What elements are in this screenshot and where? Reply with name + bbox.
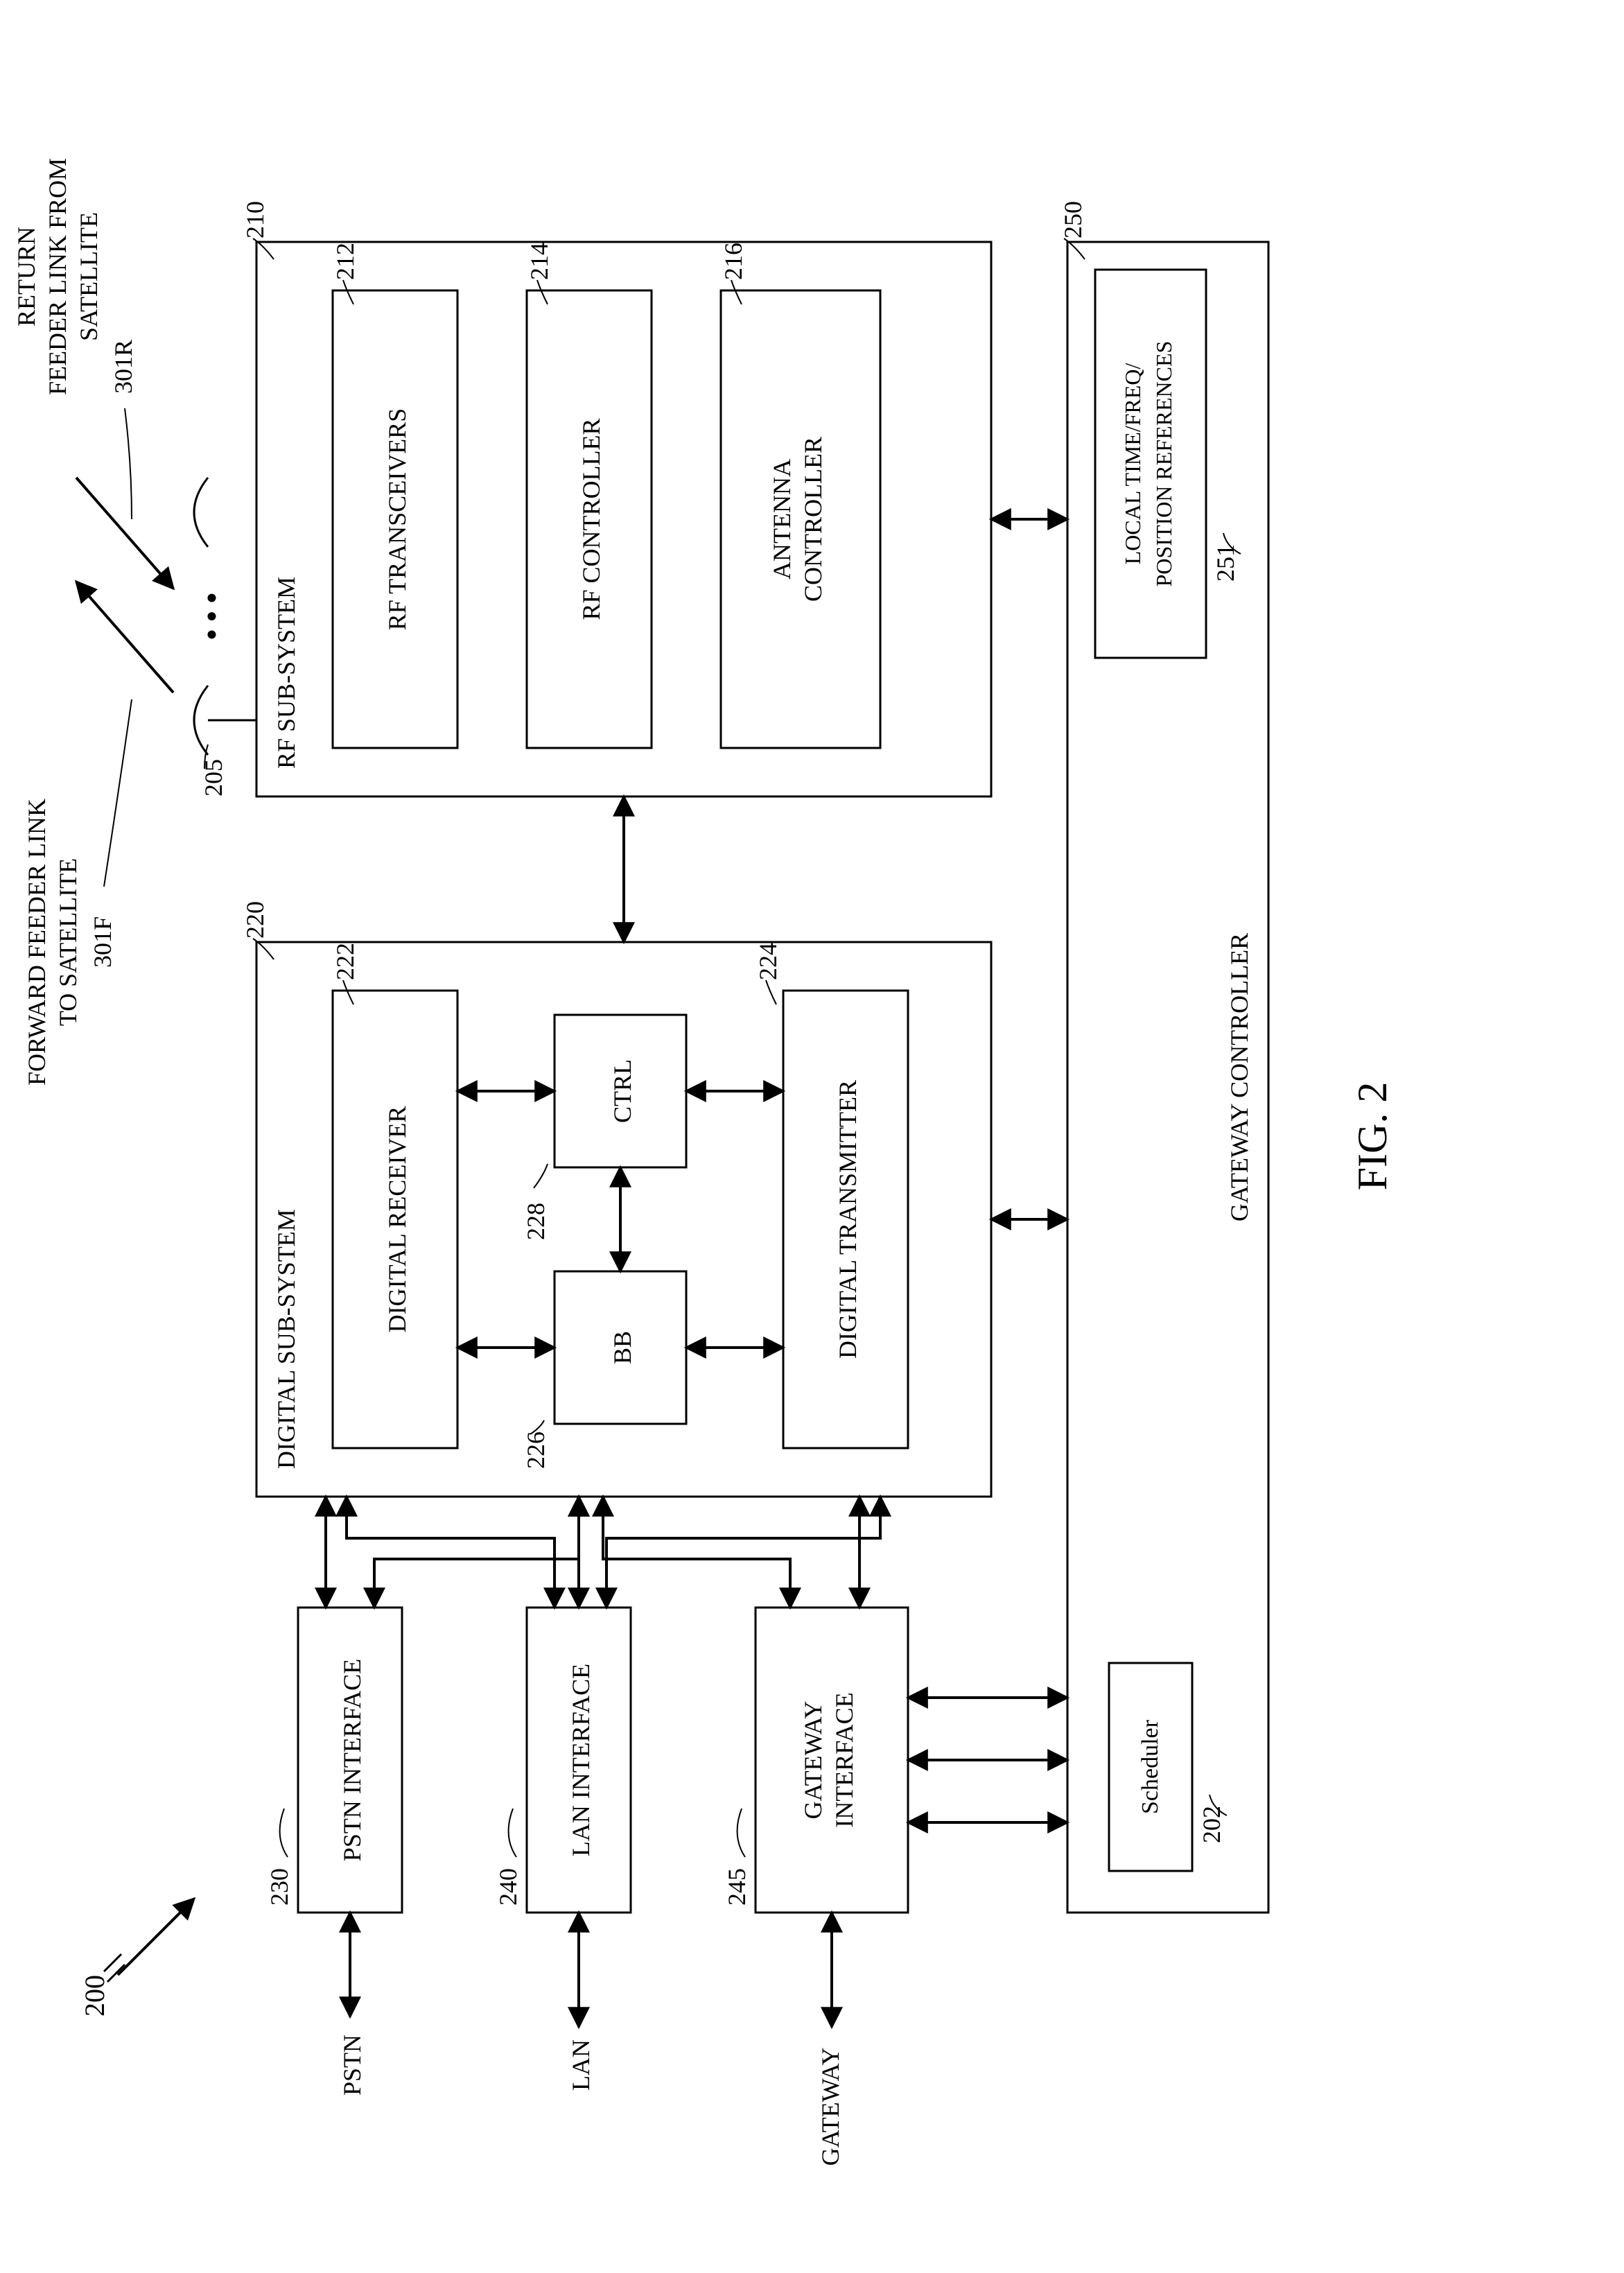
antenna-dots: • • •	[195, 593, 229, 640]
rf-controller-label: RF CONTROLLER	[577, 418, 605, 620]
digital-receiver-label: DIGITAL RECEIVER	[383, 1106, 411, 1333]
gateway-controller-ref: 250	[1059, 201, 1087, 238]
arrow-lan-digital-down	[606, 1497, 880, 1608]
antenna-controller-ref: 216	[719, 243, 747, 280]
pstn-interface-ref: 230	[265, 1868, 293, 1906]
ext-pstn-label: PSTN	[338, 2035, 366, 2096]
ref-block-label1: LOCAL TIME/FREQ/	[1120, 363, 1145, 565]
rf-transceivers-ref: 212	[331, 243, 359, 280]
gateway-interface-label2: INTERFACE	[830, 1692, 858, 1827]
main-ref-fletch1	[107, 1965, 125, 1982]
gateway-controller-label: GATEWAY CONTROLLER	[1225, 933, 1253, 1221]
ctrl-ref: 228	[522, 1203, 550, 1240]
main-ref-fletch2	[104, 1954, 121, 1971]
antenna-controller-label1: ANTENNA	[768, 459, 796, 580]
return-link-ref: 301R	[110, 340, 137, 394]
forward-link-line2: TO SATELLITE	[54, 858, 82, 1026]
rf-subsystem-ref: 210	[241, 201, 269, 238]
figure-label: FIG. 2	[1350, 1082, 1395, 1191]
return-link-line2: FEEDER LINK FROM	[44, 158, 71, 395]
arrow-gw-digital-top	[603, 1497, 790, 1608]
ref-block-box	[1095, 270, 1206, 658]
gateway-interface-leader	[737, 1809, 745, 1857]
return-link-arrow	[76, 478, 173, 589]
digital-receiver-ref: 222	[331, 943, 359, 980]
main-ref-arrow	[118, 1899, 194, 1975]
ext-gateway-label: GATEWAY	[817, 2048, 844, 2166]
rf-transceivers-label: RF TRANSCEIVERS	[383, 408, 411, 630]
main-ref: 200	[79, 1975, 110, 2017]
forward-link-arrow	[76, 582, 173, 693]
ext-lan-label: LAN	[567, 2039, 595, 2091]
arrow-pstn-digital-bottom	[374, 1497, 579, 1608]
digital-subsystem-ref: 220	[241, 901, 269, 939]
forward-link-ref: 301F	[89, 916, 116, 968]
arrow-lan-digital-up	[347, 1497, 555, 1608]
digital-transmitter-ref: 224	[754, 943, 782, 980]
return-link-line3: SATELLITE	[75, 212, 103, 341]
ctrl-label: CTRL	[609, 1059, 636, 1123]
return-link-line1: RETURN	[12, 227, 40, 326]
forward-link-line1: FORWARD FEEDER LINK	[23, 799, 51, 1086]
lan-interface-ref: 240	[494, 1868, 522, 1906]
pstn-interface-label: PSTN INTERFACE	[338, 1659, 366, 1861]
scheduler-label: Scheduler	[1137, 1719, 1163, 1814]
antenna-controller-label2: CONTROLLER	[799, 437, 827, 602]
bb-ref: 226	[522, 1431, 550, 1469]
ref-block-label2: POSITION REFERENCES	[1151, 341, 1176, 587]
rf-controller-ref: 214	[525, 243, 553, 280]
return-link-leader	[125, 408, 132, 519]
pstn-interface-leader	[280, 1809, 288, 1857]
digital-transmitter-label: DIGITAL TRANSMITTER	[834, 1080, 862, 1359]
gateway-interface-label1: GATEWAY	[799, 1701, 827, 1820]
lan-interface-leader	[509, 1809, 516, 1857]
antenna-left	[194, 686, 256, 755]
gateway-interface-ref: 245	[723, 1868, 751, 1906]
antenna-right	[194, 478, 256, 547]
antenna-ref: 205	[200, 759, 227, 796]
digital-subsystem-title: DIGITAL SUB-SYSTEM	[272, 1209, 300, 1469]
rf-subsystem-title: RF SUB-SYSTEM	[272, 577, 300, 769]
lan-interface-label: LAN INTERFACE	[567, 1664, 595, 1856]
forward-link-leader	[104, 699, 132, 887]
bb-label: BB	[609, 1331, 636, 1364]
